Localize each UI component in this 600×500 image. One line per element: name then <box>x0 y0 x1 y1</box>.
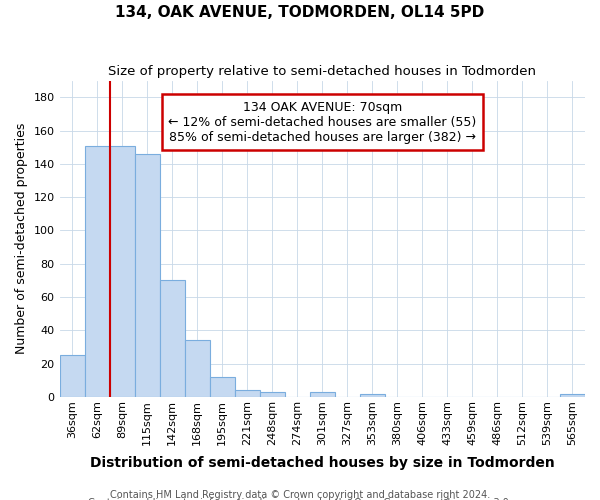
Bar <box>59 356 85 397</box>
Bar <box>110 146 134 397</box>
Bar <box>310 392 335 397</box>
Bar <box>160 280 185 397</box>
Text: 134, OAK AVENUE, TODMORDEN, OL14 5PD: 134, OAK AVENUE, TODMORDEN, OL14 5PD <box>115 5 485 20</box>
Bar <box>235 390 260 397</box>
Bar <box>360 394 385 397</box>
Text: Contains HM Land Registry data © Crown copyright and database right 2024.: Contains HM Land Registry data © Crown c… <box>110 490 490 500</box>
Bar <box>260 392 285 397</box>
Bar <box>209 377 235 397</box>
Bar <box>560 394 585 397</box>
Title: Size of property relative to semi-detached houses in Todmorden: Size of property relative to semi-detach… <box>108 65 536 78</box>
Text: Contains public sector information licensed under the Open Government Licence v3: Contains public sector information licen… <box>88 498 512 500</box>
X-axis label: Distribution of semi-detached houses by size in Todmorden: Distribution of semi-detached houses by … <box>90 456 554 470</box>
Bar <box>134 154 160 397</box>
Bar <box>185 340 209 397</box>
Y-axis label: Number of semi-detached properties: Number of semi-detached properties <box>15 123 28 354</box>
Text: 134 OAK AVENUE: 70sqm
← 12% of semi-detached houses are smaller (55)
85% of semi: 134 OAK AVENUE: 70sqm ← 12% of semi-deta… <box>168 100 476 144</box>
Bar <box>85 146 110 397</box>
